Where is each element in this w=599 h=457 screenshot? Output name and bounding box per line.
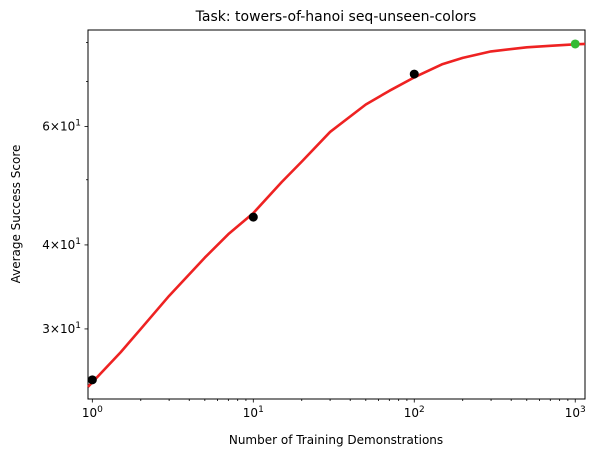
data-point: [248, 212, 258, 222]
x-tick-label: 103: [565, 405, 586, 420]
y-tick-label: 3×101: [42, 321, 81, 336]
x-axis-ticks: 100 101 102 103: [82, 399, 586, 420]
x-axis-label: Number of Training Demonstrations: [229, 433, 443, 447]
x-tick-label: 102: [404, 405, 425, 420]
fit-curves: [87, 42, 586, 388]
y-axis-label: Average Success Score: [9, 145, 23, 284]
y-tick-label: 6×101: [42, 119, 81, 134]
y-tick-label: 4×101: [42, 237, 81, 252]
data-point: [570, 39, 580, 49]
x-tick-label: 101: [243, 405, 264, 420]
data-points: [87, 39, 580, 385]
data-point: [87, 375, 97, 385]
fit-curve-line: [87, 42, 586, 388]
chart-title: Task: towers-of-hanoi seq-unseen-colors: [195, 9, 477, 25]
y-axis-ticks: 3×101 4×101 6×101: [42, 42, 88, 336]
data-point: [409, 69, 419, 79]
plot-area: [87, 29, 586, 400]
x-tick-label: 100: [82, 405, 103, 420]
